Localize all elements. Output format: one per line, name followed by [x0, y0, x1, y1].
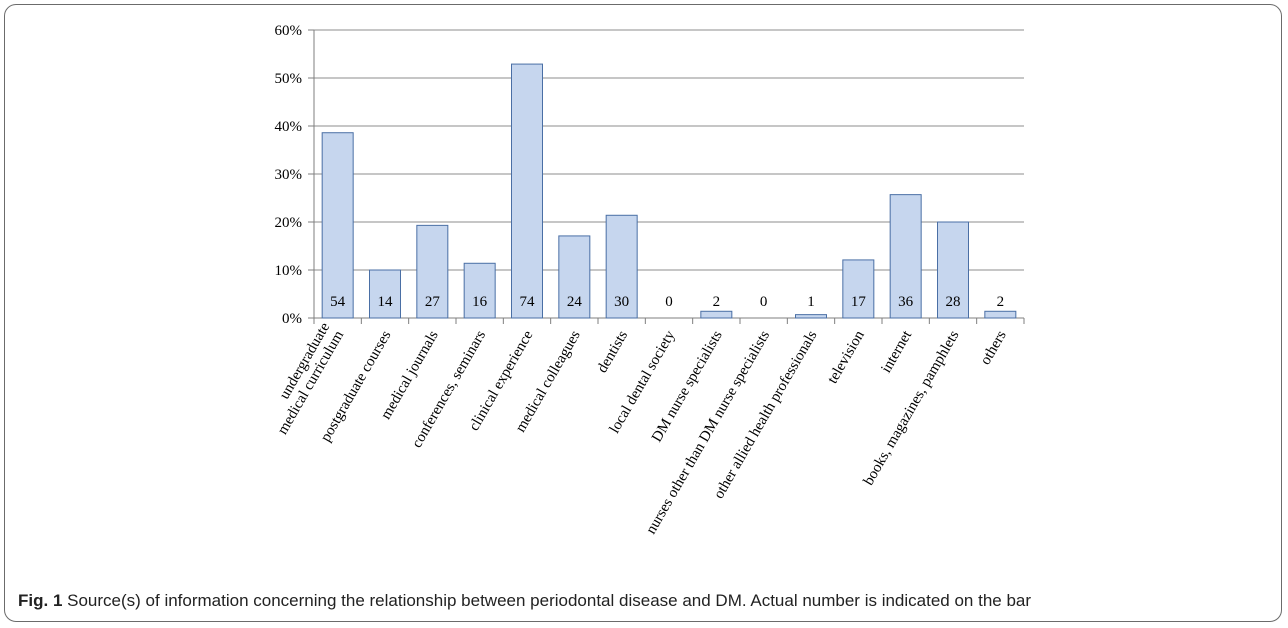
- x-category-label: dentists: [594, 328, 631, 376]
- y-tick-label: 30%: [275, 167, 303, 183]
- bar: [889, 194, 922, 319]
- bar: [842, 259, 875, 319]
- bar: [700, 310, 733, 319]
- bar: [369, 269, 401, 319]
- bar-count-label: 74: [520, 294, 536, 310]
- x-category-label: books, magazines, pamphlets: [861, 328, 963, 488]
- bar: [321, 132, 354, 319]
- x-category-label-line: books, magazines, pamphlets: [861, 328, 963, 488]
- y-tick-label: 50%: [275, 71, 303, 87]
- y-tick-label: 0%: [282, 311, 302, 327]
- x-category-label-line: internet: [878, 327, 915, 375]
- bar: [605, 214, 638, 319]
- bar-count-label: 1: [807, 294, 815, 310]
- bar-count-label: 0: [665, 294, 673, 310]
- figure-frame: [4, 4, 1282, 622]
- x-category-label-line: others: [978, 328, 1010, 368]
- bar-count-label: 24: [567, 294, 583, 310]
- bar-count-label: 0: [760, 294, 768, 310]
- bar-count-label: 2: [713, 294, 721, 310]
- bar-count-label: 14: [378, 294, 394, 310]
- bar-count-label: 30: [614, 294, 629, 310]
- y-tick-label: 10%: [275, 263, 303, 279]
- y-tick-label: 40%: [275, 119, 303, 135]
- x-category-label: others: [978, 328, 1010, 368]
- bar-count-label: 28: [946, 294, 961, 310]
- bar: [558, 235, 591, 319]
- caption-text: Source(s) of information concerning the …: [62, 591, 1032, 610]
- bar-count-label: 2: [997, 294, 1005, 310]
- x-category-label: internet: [878, 327, 915, 375]
- bar: [511, 63, 543, 319]
- figure-caption: Fig. 1 Source(s) of information concerni…: [18, 591, 1031, 611]
- y-tick-label: 20%: [275, 215, 303, 231]
- x-category-label-line: dentists: [594, 328, 631, 376]
- bar: [463, 262, 496, 319]
- bar-count-label: 36: [898, 294, 914, 310]
- figure-label: Fig. 1: [18, 591, 63, 610]
- bar: [795, 314, 827, 319]
- bar: [984, 310, 1017, 319]
- bar-count-label: 54: [330, 294, 346, 310]
- bar: [416, 224, 449, 319]
- y-tick-label: 60%: [275, 23, 303, 39]
- bar-count-label: 17: [851, 294, 867, 310]
- x-category-label: television: [825, 328, 868, 387]
- bar-count-label: 16: [472, 294, 488, 310]
- bar: [937, 221, 969, 319]
- bar-count-label: 27: [425, 294, 441, 310]
- x-category-label-line: television: [825, 328, 868, 387]
